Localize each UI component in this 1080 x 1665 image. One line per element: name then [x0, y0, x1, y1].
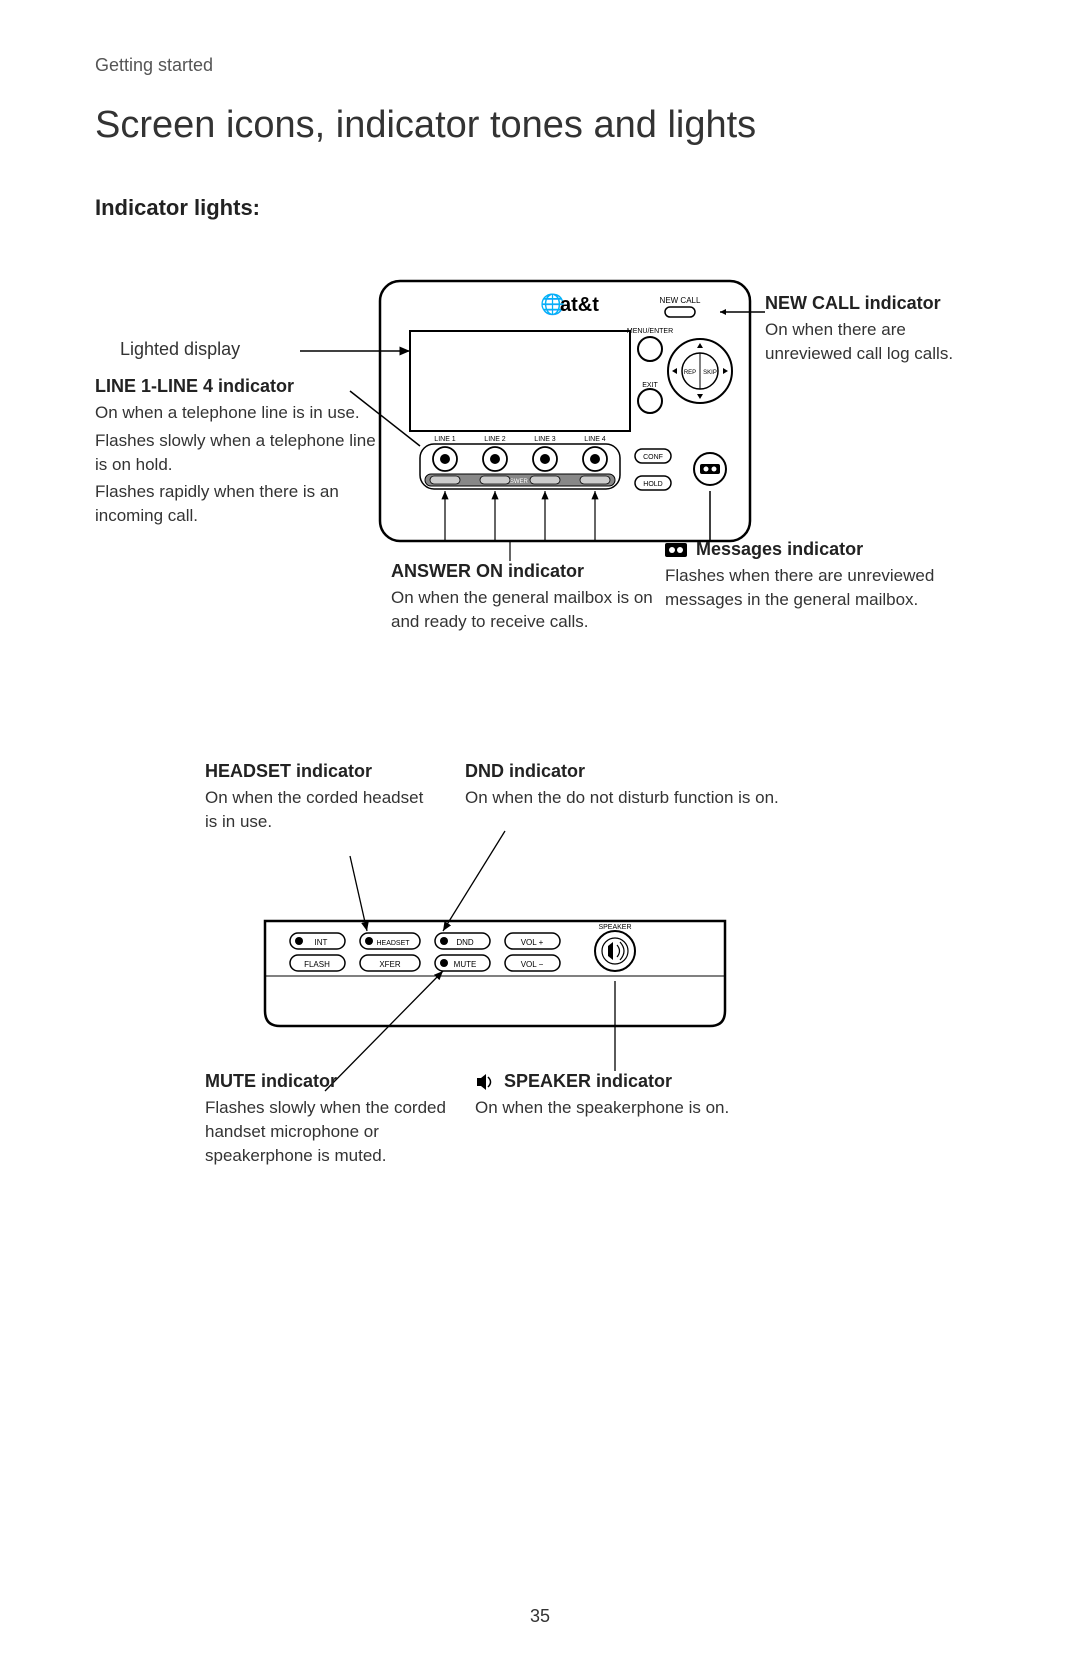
svg-text:DND: DND	[456, 938, 474, 947]
svg-text:VOL −: VOL −	[521, 960, 544, 969]
svg-text:HOLD: HOLD	[643, 481, 662, 488]
menu-enter-label: MENU/ENTER	[627, 328, 673, 335]
svg-text:CONF: CONF	[643, 454, 663, 461]
svg-text:LINE 2: LINE 2	[484, 436, 506, 443]
callout-speaker: SPEAKER indicator On when the speakerpho…	[475, 1071, 875, 1120]
callout-messages: Messages indicator Flashes when there ar…	[665, 539, 995, 612]
new-call-led	[665, 307, 695, 317]
page-title: Screen icons, indicator tones and lights	[95, 104, 985, 147]
svg-text:FLASH: FLASH	[304, 960, 330, 969]
svg-text:VOL +: VOL +	[521, 938, 544, 947]
brand-text: at&t	[560, 294, 599, 316]
svg-text:LINE 1: LINE 1	[434, 436, 456, 443]
svg-text:LINE 4: LINE 4	[584, 436, 606, 443]
svg-text:XFER: XFER	[379, 960, 401, 969]
tape-icon	[665, 543, 687, 557]
svg-text:MUTE: MUTE	[454, 960, 477, 969]
exit-label: EXIT	[642, 382, 658, 389]
callout-line-indicator: LINE 1-LINE 4 indicator On when a teleph…	[95, 376, 380, 528]
callout-new-call: NEW CALL indicator On when there are unr…	[765, 293, 985, 366]
exit-btn	[638, 389, 662, 413]
menu-enter-btn	[638, 337, 662, 361]
new-call-label: NEW CALL	[660, 296, 701, 305]
callout-mute: MUTE indicator Flashes slowly when the c…	[205, 1071, 465, 1167]
callout-lighted-display: Lighted display	[120, 333, 370, 362]
svg-text:SPEAKER: SPEAKER	[598, 924, 631, 931]
callout-dnd: DND indicator On when the do not disturb…	[465, 761, 885, 810]
callout-headset: HEADSET indicator On when the corded hea…	[205, 761, 435, 834]
speaker-icon	[475, 1074, 495, 1090]
svg-text:LINE 3: LINE 3	[534, 436, 556, 443]
line-buttons: LINE 1 LINE 2 LINE 3 LINE 4 ANSWER ON	[420, 436, 620, 489]
skip-label: SKIP	[703, 370, 717, 376]
section-title: Indicator lights:	[95, 195, 985, 221]
lighted-display-rect	[410, 331, 630, 431]
breadcrumb: Getting started	[95, 55, 985, 76]
svg-text:HEADSET: HEADSET	[376, 940, 410, 947]
rep-label: REP	[684, 370, 696, 376]
callout-answer-on: ANSWER ON indicator On when the general …	[391, 561, 661, 634]
svg-text:INT: INT	[315, 938, 328, 947]
page-number: 35	[530, 1606, 550, 1627]
